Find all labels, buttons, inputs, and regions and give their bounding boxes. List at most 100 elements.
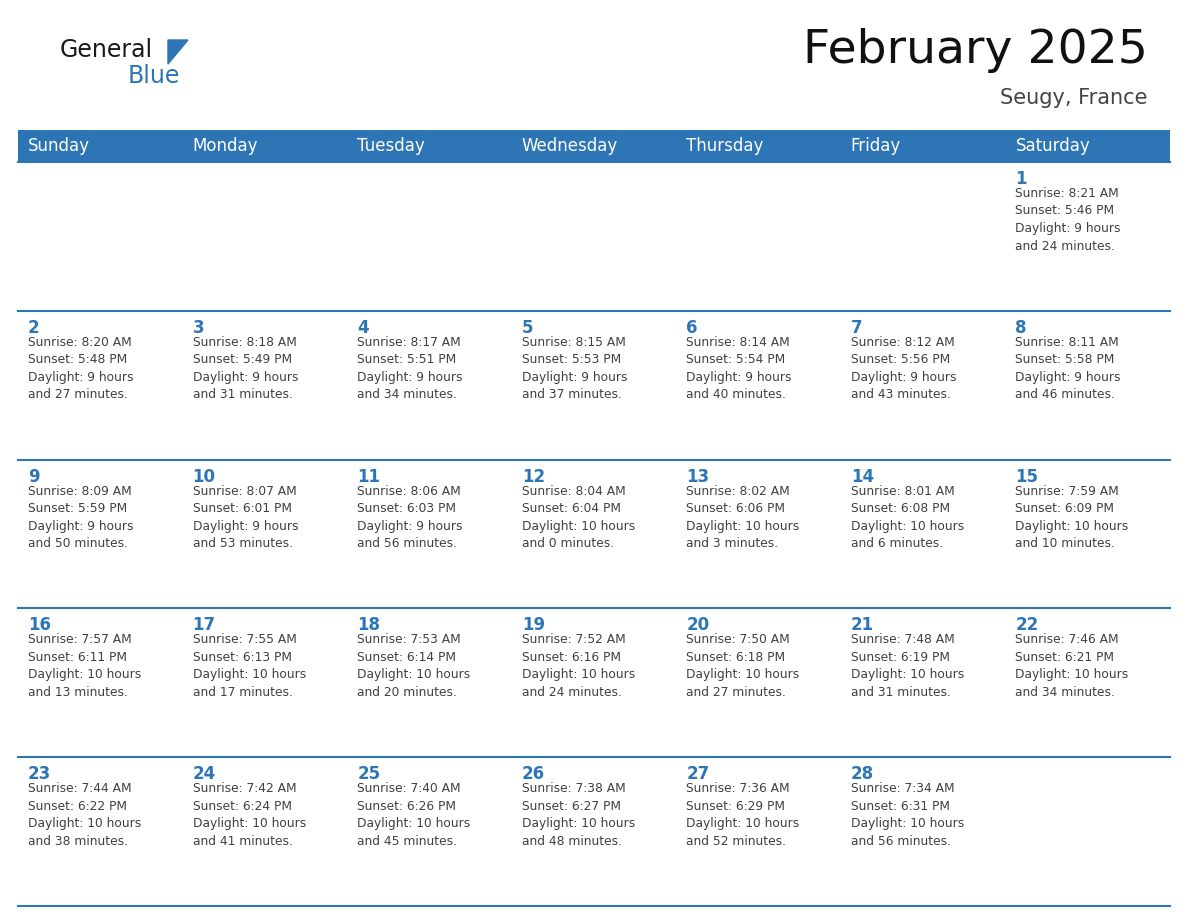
Text: General: General <box>61 38 153 62</box>
Text: Sunrise: 7:55 AM
Sunset: 6:13 PM
Daylight: 10 hours
and 17 minutes.: Sunrise: 7:55 AM Sunset: 6:13 PM Dayligh… <box>192 633 305 699</box>
FancyBboxPatch shape <box>18 460 183 609</box>
FancyBboxPatch shape <box>1005 757 1170 906</box>
Text: 19: 19 <box>522 616 545 634</box>
Text: 11: 11 <box>358 467 380 486</box>
FancyBboxPatch shape <box>18 311 183 460</box>
FancyBboxPatch shape <box>512 162 676 311</box>
FancyBboxPatch shape <box>512 460 676 609</box>
FancyBboxPatch shape <box>18 130 1170 162</box>
Text: 3: 3 <box>192 319 204 337</box>
FancyBboxPatch shape <box>841 757 1005 906</box>
Text: 27: 27 <box>687 766 709 783</box>
Text: Sunrise: 7:42 AM
Sunset: 6:24 PM
Daylight: 10 hours
and 41 minutes.: Sunrise: 7:42 AM Sunset: 6:24 PM Dayligh… <box>192 782 305 847</box>
FancyBboxPatch shape <box>347 162 512 311</box>
Text: Sunrise: 8:02 AM
Sunset: 6:06 PM
Daylight: 10 hours
and 3 minutes.: Sunrise: 8:02 AM Sunset: 6:06 PM Dayligh… <box>687 485 800 550</box>
FancyBboxPatch shape <box>1005 311 1170 460</box>
Text: Sunrise: 7:44 AM
Sunset: 6:22 PM
Daylight: 10 hours
and 38 minutes.: Sunrise: 7:44 AM Sunset: 6:22 PM Dayligh… <box>29 782 141 847</box>
Text: 6: 6 <box>687 319 697 337</box>
Text: 5: 5 <box>522 319 533 337</box>
Text: Sunrise: 8:06 AM
Sunset: 6:03 PM
Daylight: 9 hours
and 56 minutes.: Sunrise: 8:06 AM Sunset: 6:03 PM Dayligh… <box>358 485 462 550</box>
Text: 2: 2 <box>29 319 39 337</box>
FancyBboxPatch shape <box>18 609 183 757</box>
FancyBboxPatch shape <box>18 757 183 906</box>
Text: Sunrise: 7:36 AM
Sunset: 6:29 PM
Daylight: 10 hours
and 52 minutes.: Sunrise: 7:36 AM Sunset: 6:29 PM Dayligh… <box>687 782 800 847</box>
Text: Sunrise: 7:53 AM
Sunset: 6:14 PM
Daylight: 10 hours
and 20 minutes.: Sunrise: 7:53 AM Sunset: 6:14 PM Dayligh… <box>358 633 470 699</box>
FancyBboxPatch shape <box>676 311 841 460</box>
FancyBboxPatch shape <box>183 460 347 609</box>
Text: 1: 1 <box>1016 170 1026 188</box>
Text: 28: 28 <box>851 766 874 783</box>
FancyBboxPatch shape <box>841 162 1005 311</box>
FancyBboxPatch shape <box>18 162 183 311</box>
FancyBboxPatch shape <box>183 609 347 757</box>
Text: 18: 18 <box>358 616 380 634</box>
Text: 25: 25 <box>358 766 380 783</box>
FancyBboxPatch shape <box>1005 460 1170 609</box>
Text: Sunrise: 8:17 AM
Sunset: 5:51 PM
Daylight: 9 hours
and 34 minutes.: Sunrise: 8:17 AM Sunset: 5:51 PM Dayligh… <box>358 336 462 401</box>
Text: Friday: Friday <box>851 137 902 155</box>
Text: Sunrise: 7:48 AM
Sunset: 6:19 PM
Daylight: 10 hours
and 31 minutes.: Sunrise: 7:48 AM Sunset: 6:19 PM Dayligh… <box>851 633 965 699</box>
Text: 22: 22 <box>1016 616 1038 634</box>
Text: Sunrise: 7:34 AM
Sunset: 6:31 PM
Daylight: 10 hours
and 56 minutes.: Sunrise: 7:34 AM Sunset: 6:31 PM Dayligh… <box>851 782 965 847</box>
Text: Sunrise: 7:59 AM
Sunset: 6:09 PM
Daylight: 10 hours
and 10 minutes.: Sunrise: 7:59 AM Sunset: 6:09 PM Dayligh… <box>1016 485 1129 550</box>
Text: Thursday: Thursday <box>687 137 764 155</box>
Text: 26: 26 <box>522 766 545 783</box>
FancyBboxPatch shape <box>347 311 512 460</box>
FancyBboxPatch shape <box>512 609 676 757</box>
FancyBboxPatch shape <box>676 460 841 609</box>
Text: 14: 14 <box>851 467 874 486</box>
Text: Sunrise: 8:11 AM
Sunset: 5:58 PM
Daylight: 9 hours
and 46 minutes.: Sunrise: 8:11 AM Sunset: 5:58 PM Dayligh… <box>1016 336 1121 401</box>
Text: Sunrise: 8:04 AM
Sunset: 6:04 PM
Daylight: 10 hours
and 0 minutes.: Sunrise: 8:04 AM Sunset: 6:04 PM Dayligh… <box>522 485 634 550</box>
Text: 9: 9 <box>29 467 39 486</box>
Text: 13: 13 <box>687 467 709 486</box>
Text: February 2025: February 2025 <box>803 28 1148 73</box>
Text: Sunrise: 7:38 AM
Sunset: 6:27 PM
Daylight: 10 hours
and 48 minutes.: Sunrise: 7:38 AM Sunset: 6:27 PM Dayligh… <box>522 782 634 847</box>
Text: 12: 12 <box>522 467 545 486</box>
Text: Sunrise: 8:14 AM
Sunset: 5:54 PM
Daylight: 9 hours
and 40 minutes.: Sunrise: 8:14 AM Sunset: 5:54 PM Dayligh… <box>687 336 791 401</box>
Text: Seugy, France: Seugy, France <box>1000 88 1148 108</box>
FancyBboxPatch shape <box>1005 609 1170 757</box>
FancyBboxPatch shape <box>841 460 1005 609</box>
Text: Sunrise: 8:20 AM
Sunset: 5:48 PM
Daylight: 9 hours
and 27 minutes.: Sunrise: 8:20 AM Sunset: 5:48 PM Dayligh… <box>29 336 133 401</box>
Text: 24: 24 <box>192 766 216 783</box>
FancyBboxPatch shape <box>183 311 347 460</box>
Text: Monday: Monday <box>192 137 258 155</box>
Text: Sunrise: 8:09 AM
Sunset: 5:59 PM
Daylight: 9 hours
and 50 minutes.: Sunrise: 8:09 AM Sunset: 5:59 PM Dayligh… <box>29 485 133 550</box>
FancyBboxPatch shape <box>347 460 512 609</box>
Text: Sunday: Sunday <box>29 137 90 155</box>
Text: 20: 20 <box>687 616 709 634</box>
Text: 10: 10 <box>192 467 215 486</box>
FancyBboxPatch shape <box>676 757 841 906</box>
Text: Sunrise: 7:52 AM
Sunset: 6:16 PM
Daylight: 10 hours
and 24 minutes.: Sunrise: 7:52 AM Sunset: 6:16 PM Dayligh… <box>522 633 634 699</box>
Text: Tuesday: Tuesday <box>358 137 425 155</box>
Text: Sunrise: 7:50 AM
Sunset: 6:18 PM
Daylight: 10 hours
and 27 minutes.: Sunrise: 7:50 AM Sunset: 6:18 PM Dayligh… <box>687 633 800 699</box>
Text: Sunrise: 8:12 AM
Sunset: 5:56 PM
Daylight: 9 hours
and 43 minutes.: Sunrise: 8:12 AM Sunset: 5:56 PM Dayligh… <box>851 336 956 401</box>
FancyBboxPatch shape <box>512 757 676 906</box>
Text: Sunrise: 8:18 AM
Sunset: 5:49 PM
Daylight: 9 hours
and 31 minutes.: Sunrise: 8:18 AM Sunset: 5:49 PM Dayligh… <box>192 336 298 401</box>
Text: 15: 15 <box>1016 467 1038 486</box>
Text: 16: 16 <box>29 616 51 634</box>
Text: Sunrise: 8:21 AM
Sunset: 5:46 PM
Daylight: 9 hours
and 24 minutes.: Sunrise: 8:21 AM Sunset: 5:46 PM Dayligh… <box>1016 187 1121 252</box>
FancyBboxPatch shape <box>841 311 1005 460</box>
FancyBboxPatch shape <box>347 757 512 906</box>
Text: 23: 23 <box>29 766 51 783</box>
Text: Saturday: Saturday <box>1016 137 1091 155</box>
Text: Sunrise: 7:46 AM
Sunset: 6:21 PM
Daylight: 10 hours
and 34 minutes.: Sunrise: 7:46 AM Sunset: 6:21 PM Dayligh… <box>1016 633 1129 699</box>
Text: Sunrise: 7:40 AM
Sunset: 6:26 PM
Daylight: 10 hours
and 45 minutes.: Sunrise: 7:40 AM Sunset: 6:26 PM Dayligh… <box>358 782 470 847</box>
FancyBboxPatch shape <box>841 609 1005 757</box>
Text: 8: 8 <box>1016 319 1026 337</box>
Text: Sunrise: 7:57 AM
Sunset: 6:11 PM
Daylight: 10 hours
and 13 minutes.: Sunrise: 7:57 AM Sunset: 6:11 PM Dayligh… <box>29 633 141 699</box>
Text: Sunrise: 8:07 AM
Sunset: 6:01 PM
Daylight: 9 hours
and 53 minutes.: Sunrise: 8:07 AM Sunset: 6:01 PM Dayligh… <box>192 485 298 550</box>
Text: Blue: Blue <box>128 64 181 88</box>
FancyBboxPatch shape <box>183 757 347 906</box>
FancyBboxPatch shape <box>183 162 347 311</box>
FancyBboxPatch shape <box>676 162 841 311</box>
FancyBboxPatch shape <box>1005 162 1170 311</box>
Text: Wednesday: Wednesday <box>522 137 618 155</box>
Text: 4: 4 <box>358 319 368 337</box>
Text: Sunrise: 8:15 AM
Sunset: 5:53 PM
Daylight: 9 hours
and 37 minutes.: Sunrise: 8:15 AM Sunset: 5:53 PM Dayligh… <box>522 336 627 401</box>
Text: 7: 7 <box>851 319 862 337</box>
FancyBboxPatch shape <box>347 609 512 757</box>
FancyBboxPatch shape <box>676 609 841 757</box>
Text: Sunrise: 8:01 AM
Sunset: 6:08 PM
Daylight: 10 hours
and 6 minutes.: Sunrise: 8:01 AM Sunset: 6:08 PM Dayligh… <box>851 485 965 550</box>
